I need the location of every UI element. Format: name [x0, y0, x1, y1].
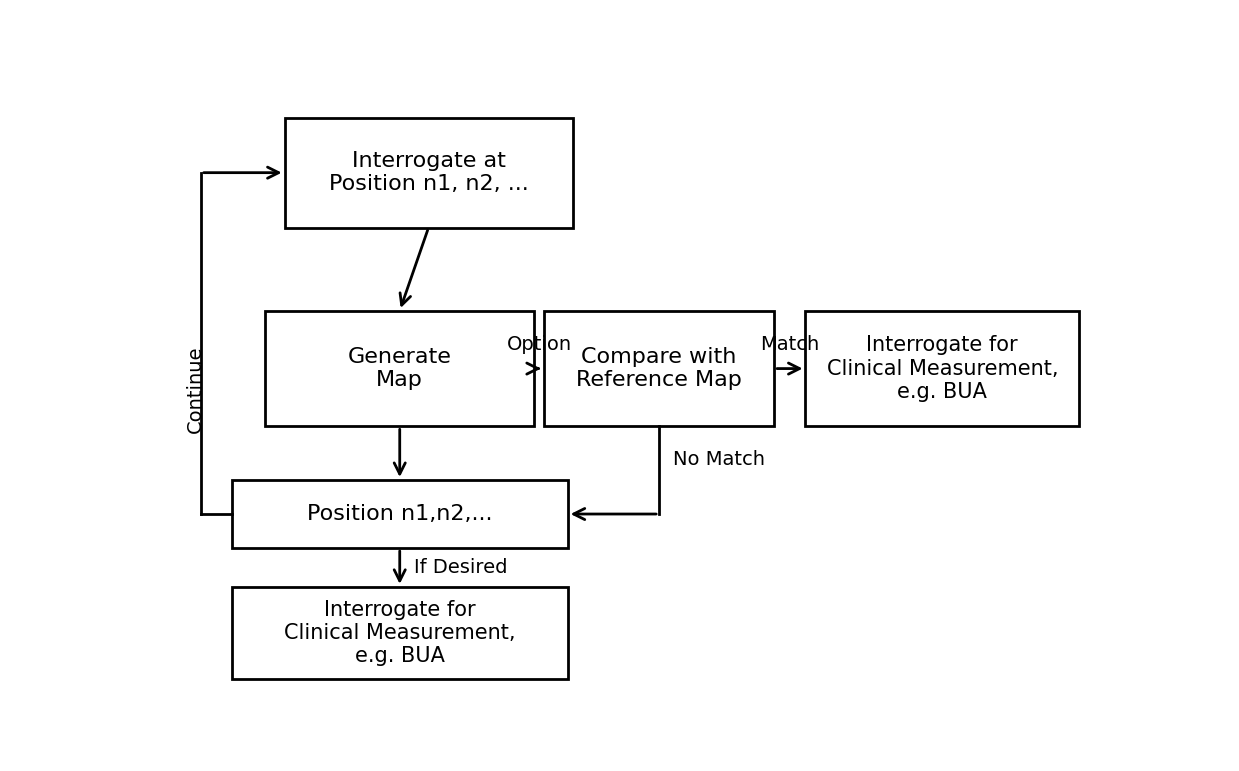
FancyBboxPatch shape: [232, 480, 567, 548]
Text: Generate
Map: Generate Map: [348, 347, 452, 390]
Text: No Match: No Match: [674, 450, 766, 470]
Text: Interrogate for
Clinical Measurement,
e.g. BUA: Interrogate for Clinical Measurement, e.…: [284, 600, 515, 666]
Text: Interrogate for
Clinical Measurement,
e.g. BUA: Interrogate for Clinical Measurement, e.…: [826, 335, 1058, 402]
Text: Interrogate at
Position n1, n2, ...: Interrogate at Position n1, n2, ...: [328, 151, 528, 194]
Text: Position n1,n2,...: Position n1,n2,...: [307, 504, 492, 524]
Text: Match: Match: [761, 335, 819, 354]
Text: If Desired: If Desired: [414, 558, 508, 577]
FancyBboxPatch shape: [544, 311, 774, 426]
FancyBboxPatch shape: [285, 118, 572, 227]
Text: Continue: Continue: [186, 345, 204, 433]
FancyBboxPatch shape: [265, 311, 534, 426]
FancyBboxPatch shape: [232, 587, 567, 678]
Text: Compare with
Reference Map: Compare with Reference Map: [576, 347, 742, 390]
Text: Option: Option: [507, 335, 571, 354]
FancyBboxPatch shape: [805, 311, 1079, 426]
